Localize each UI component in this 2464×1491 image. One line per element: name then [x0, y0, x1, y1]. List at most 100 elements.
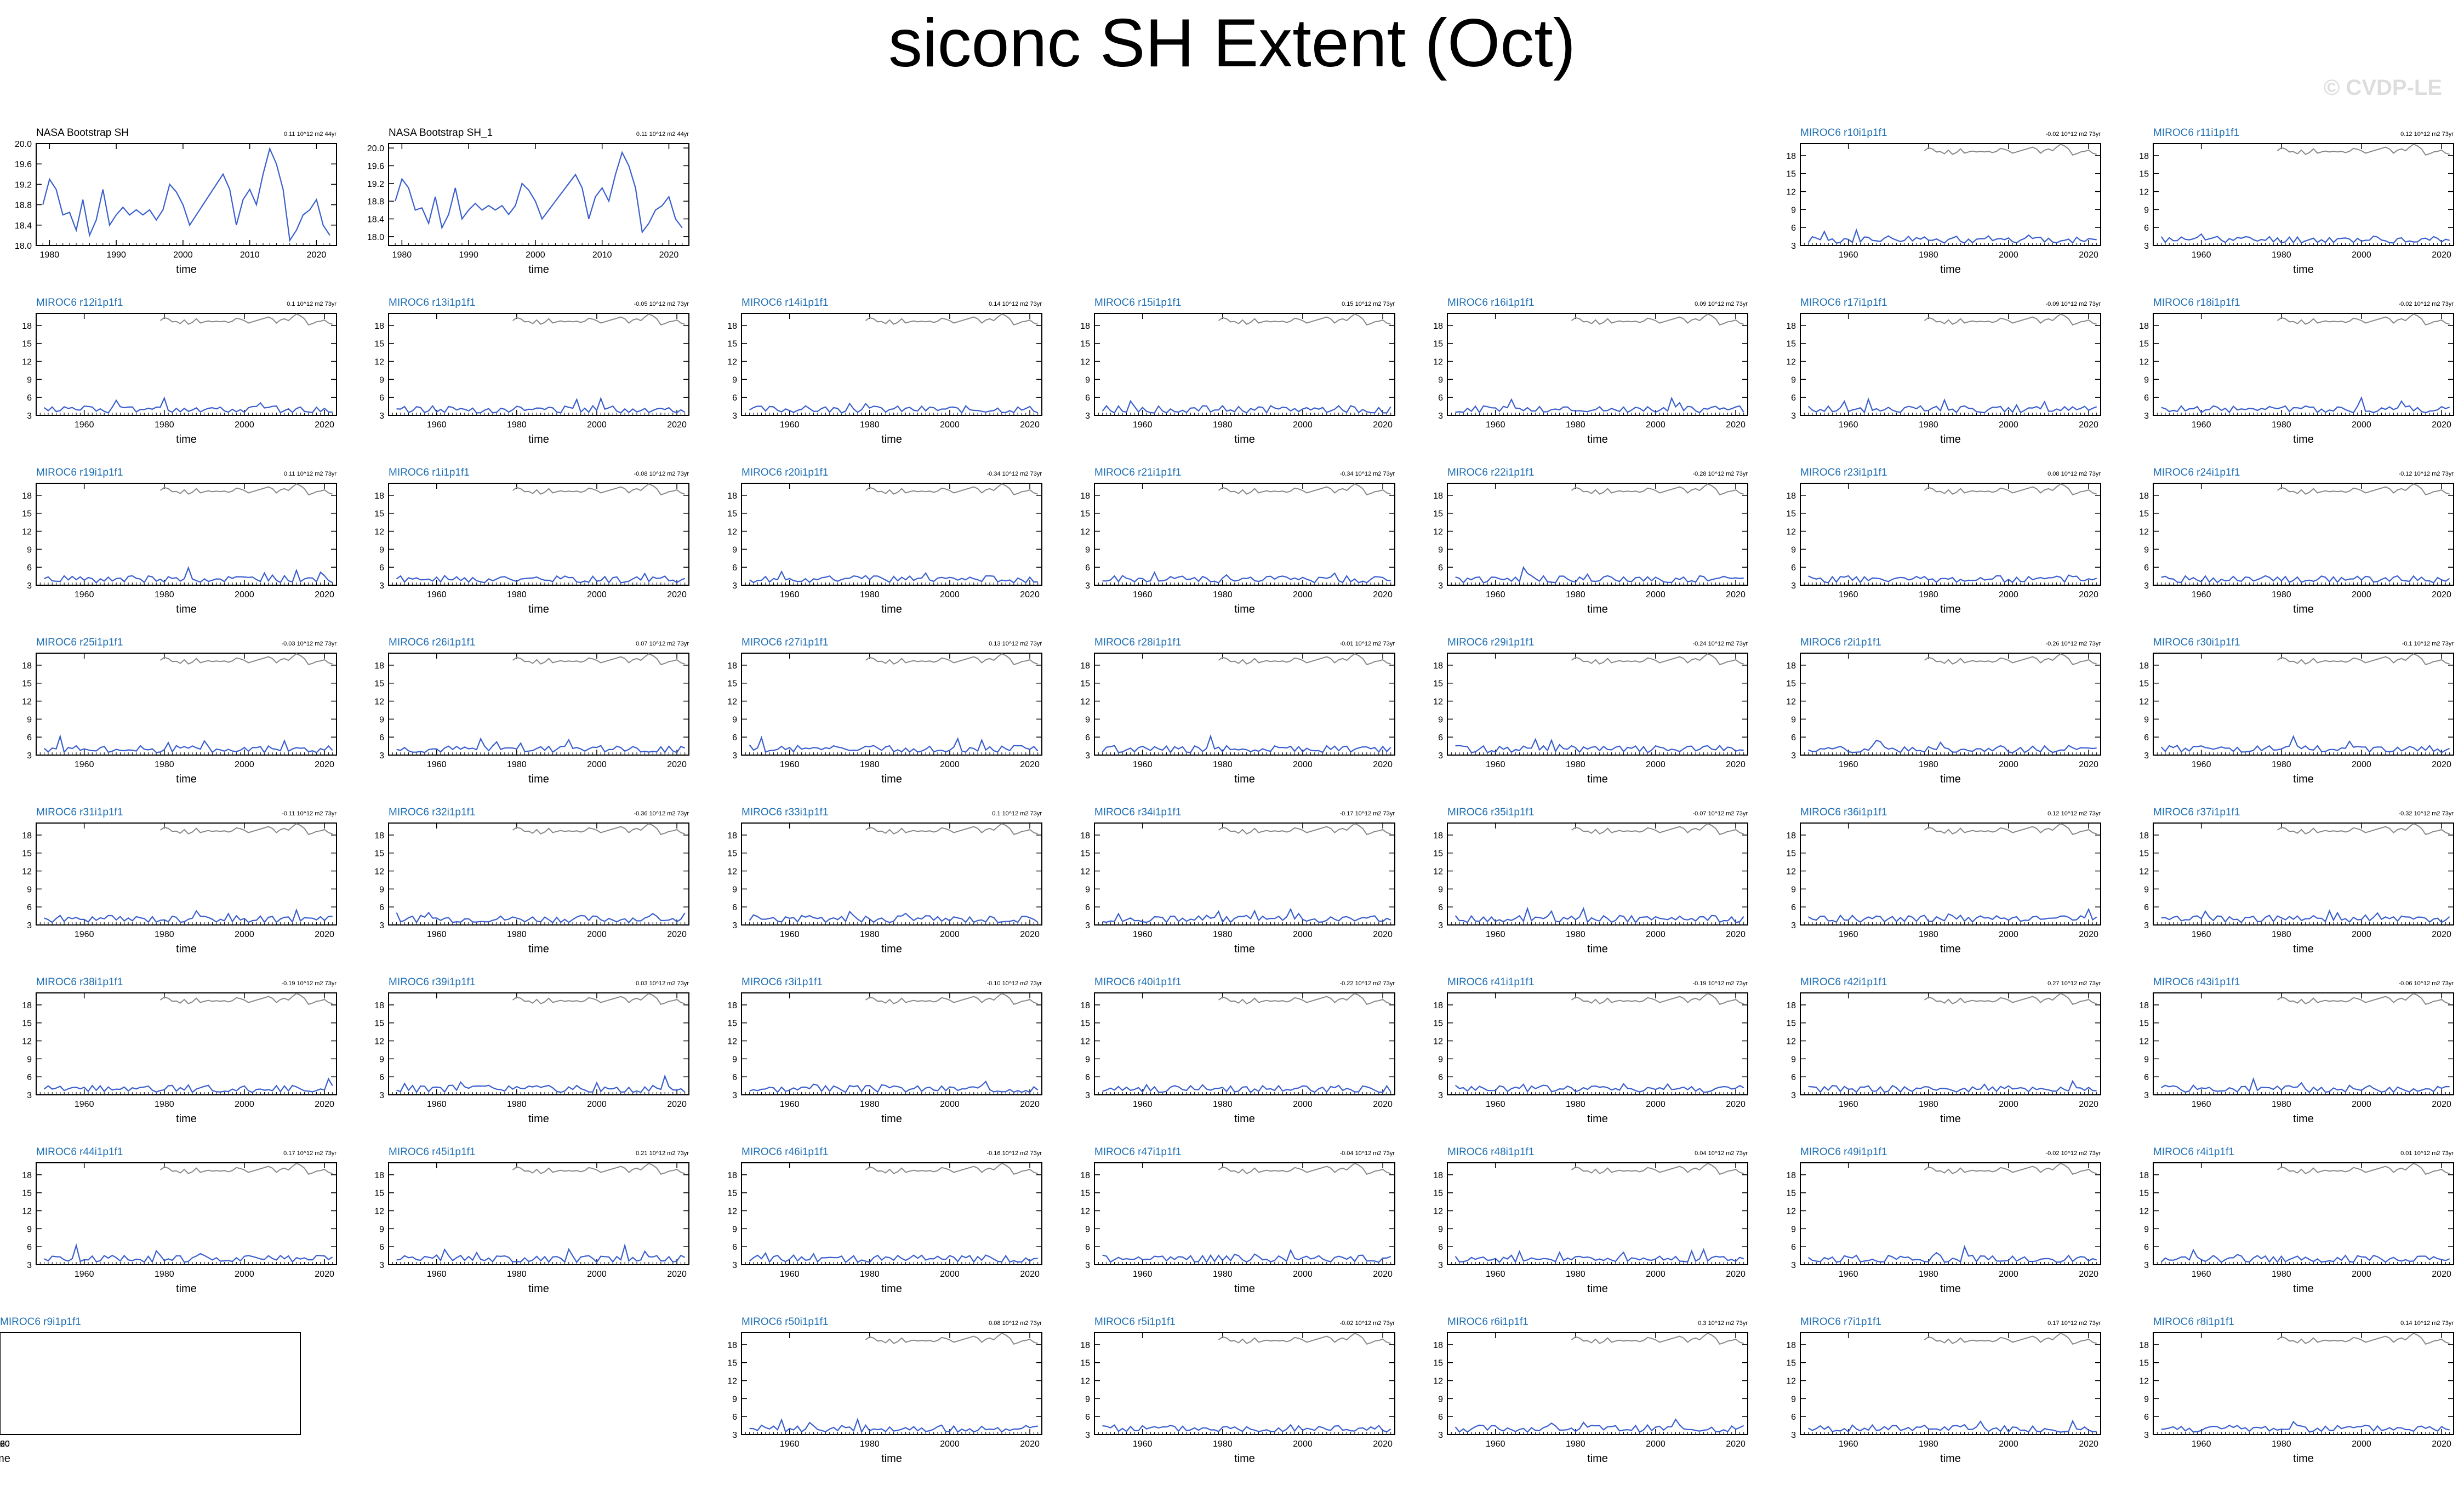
y-tick-label: 6: [2144, 224, 2149, 233]
y-tick-label: 6: [1438, 563, 1443, 573]
model-panel: MIROC6 r40i1p1f1 -0.22 10^12 m2 73yr 1960 1…: [1080, 976, 1395, 1125]
obs-series-line: [512, 992, 685, 1005]
model-panel: MIROC6 r31i1p1f1 -0.11 10^12 m2 73yr 1960 1…: [22, 807, 337, 955]
x-tick-label: 1980: [1213, 1100, 1233, 1109]
y-tick-label: 18: [1080, 322, 1090, 331]
panel-title: MIROC6 r43i1p1f1: [2153, 976, 2240, 988]
y-tick-label: 9: [1085, 375, 1090, 385]
x-tick-label: 1980: [1213, 930, 1233, 939]
y-tick-label: 9: [732, 1225, 737, 1234]
obs-series-line: [865, 992, 1038, 1005]
y-tick-label: 9: [379, 885, 384, 894]
y-tick-label: 15: [1433, 340, 1443, 349]
model-panel: MIROC6 r12i1p1f1 0.1 10^12 m2 73yr 1960 198…: [22, 297, 337, 445]
y-tick-label: 15: [2139, 1019, 2149, 1029]
y-tick-label: 3: [1085, 751, 1090, 761]
y-tick-label: 12: [374, 1207, 384, 1216]
obs-series-line: [1924, 653, 2097, 665]
plot-frame: [741, 1162, 1042, 1265]
series-line: [2160, 735, 2450, 753]
x-tick-label: 2000: [1999, 930, 2018, 939]
x-tick-label: 1980: [507, 930, 527, 939]
y-tick-label: 15: [2139, 510, 2149, 519]
series-line: [1455, 738, 1744, 754]
x-tick-label: 2000: [1999, 420, 2018, 430]
y-tick-label: 9: [1085, 1225, 1090, 1234]
x-tick-label: 2000: [940, 760, 960, 769]
x-tick-label: 2020: [2432, 420, 2451, 430]
y-tick-label: 15: [727, 849, 737, 859]
x-tick-label: 2020: [667, 1270, 687, 1279]
panel-title: MIROC6 r20i1p1f1: [742, 467, 828, 478]
y-tick-label: 3: [1791, 412, 1796, 421]
y-tick-label: 3: [1791, 581, 1796, 591]
x-tick-label: 1980: [1213, 590, 1233, 599]
y-tick-label: 15: [1433, 510, 1443, 519]
model-panel: MIROC6 r10i1p1f1 -0.02 10^12 m2 73yr 1960 1…: [1786, 127, 2101, 276]
x-tick-label: 1980: [1919, 1100, 1938, 1109]
x-tick-label: 2020: [1020, 590, 1040, 599]
y-tick-label: 18: [1786, 152, 1796, 161]
y-tick-label: 12: [22, 358, 32, 367]
x-tick-label: 2000: [1646, 930, 1666, 939]
x-axis-label: time: [176, 603, 197, 615]
obs-series-line: [512, 1162, 685, 1175]
panel-title: MIROC6 r2i1p1f1: [1800, 637, 1881, 648]
obs-series-line: [2277, 313, 2450, 325]
panel-title: MIROC6 r1i1p1f1: [389, 467, 470, 478]
x-tick-label: 2000: [235, 930, 254, 939]
plot-frame: [388, 1162, 689, 1265]
y-tick-label: 15: [1786, 1019, 1796, 1029]
x-axis-label: time: [528, 1113, 549, 1125]
x-tick-label: 1980: [2272, 1100, 2291, 1109]
series-line: [1102, 1248, 1391, 1264]
y-tick-label: 9: [2144, 715, 2149, 724]
x-tick-label: 1960: [1486, 590, 1505, 599]
x-tick-label: 2020: [2079, 250, 2098, 260]
x-tick-label: 2020: [2079, 420, 2098, 430]
y-tick-label: 18: [2139, 1001, 2149, 1010]
panel-trend: 0.03 10^12 m2 73yr: [636, 980, 689, 987]
y-tick-label: 12: [374, 358, 384, 367]
y-tick-label: 3: [2144, 412, 2149, 421]
x-tick-label: 2020: [1726, 1270, 1746, 1279]
y-tick-label: 9: [379, 1055, 384, 1064]
y-tick-label: 6: [2144, 903, 2149, 912]
x-tick-label: 2000: [587, 590, 607, 599]
x-axis-label: time: [1234, 433, 1255, 445]
obs-series-line: [512, 653, 685, 665]
y-tick-label: 6: [27, 1073, 32, 1082]
y-tick-label: 3: [1438, 921, 1443, 930]
x-tick-label: 1960: [427, 1270, 447, 1279]
series-line: [1455, 396, 1744, 414]
series-line: [2161, 909, 2450, 924]
x-axis-label: time: [1234, 943, 1255, 955]
x-tick-label: 1980: [155, 420, 174, 430]
x-tick-label: 1980: [1919, 590, 1938, 599]
y-tick-label: 6: [379, 563, 384, 573]
y-tick-label: 18.0: [367, 233, 384, 242]
obs-series-line: [1218, 313, 1391, 325]
panel-trend: -0.02 10^12 m2 73yr: [2398, 301, 2454, 307]
y-tick-label: 3: [732, 581, 737, 591]
y-tick-label: 3: [1085, 1261, 1090, 1270]
x-tick-label: 1960: [1133, 1270, 1153, 1279]
y-tick-label: 18.4: [15, 221, 32, 231]
y-tick-label: 3: [1085, 581, 1090, 591]
panel-trend: -0.11 10^12 m2 73yr: [282, 810, 336, 817]
model-panel: MIROC6 r36i1p1f1 0.12 10^12 m2 73yr 1960 19…: [1786, 807, 2101, 955]
model-panel: MIROC6 r42i1p1f1 0.27 10^12 m2 73yr 1960 19…: [1786, 976, 2101, 1125]
panel-trend: 0.13 10^12 m2 73yr: [989, 641, 1042, 647]
y-tick-label: 3: [27, 751, 32, 761]
obs-series-line: [159, 653, 333, 665]
panel-trend: 0.11 10^12 m2 44yr: [284, 131, 336, 138]
y-tick-label: 3: [379, 751, 384, 761]
series-line: [1455, 1083, 1744, 1093]
x-axis-label: time: [1234, 773, 1255, 785]
y-tick-label: 9: [27, 375, 32, 385]
y-tick-label: 15: [2139, 170, 2149, 179]
y-tick-label: 3: [732, 1091, 737, 1100]
x-tick-label: 2020: [1726, 760, 1746, 769]
y-tick-label: 9: [732, 715, 737, 724]
x-tick-label: 2020: [315, 760, 334, 769]
